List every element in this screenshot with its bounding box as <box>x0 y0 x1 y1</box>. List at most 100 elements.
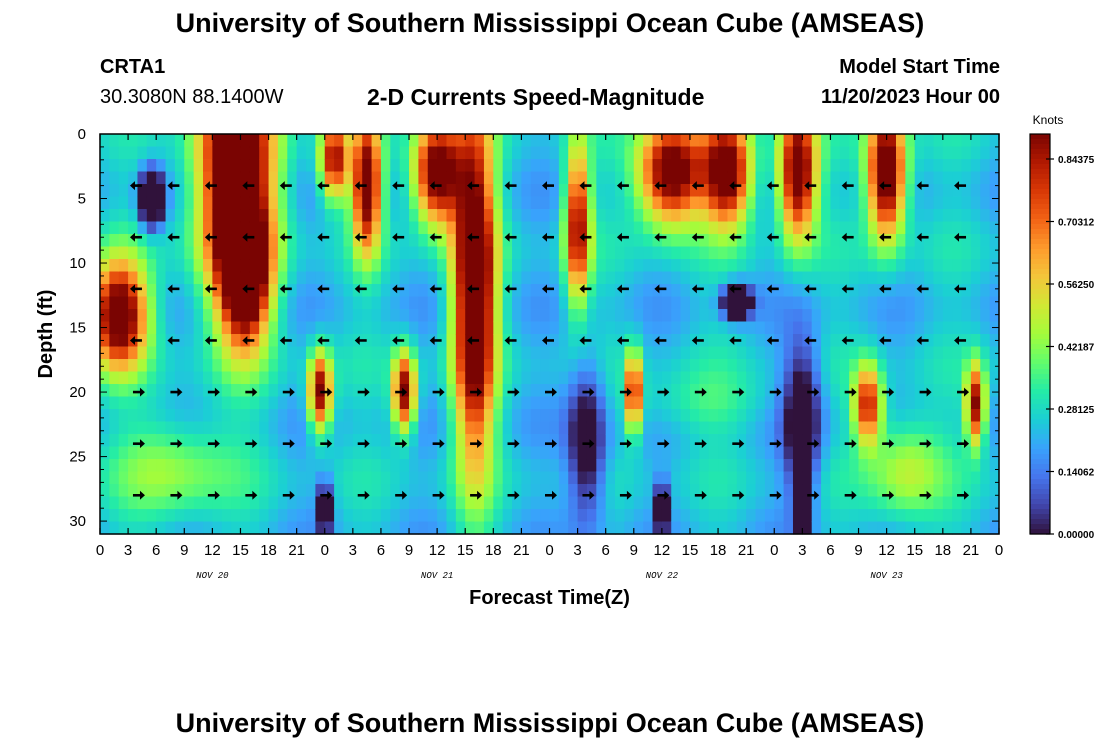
heatmap-cell <box>512 309 522 323</box>
heatmap-cell <box>418 421 429 435</box>
heatmap-cell <box>942 209 953 223</box>
heatmap-cell <box>118 471 129 485</box>
colorbar-tick-label: 0.00000 <box>1058 530 1095 541</box>
heatmap-cell <box>352 246 363 260</box>
heatmap-cell <box>774 309 785 323</box>
heatmap-cell <box>736 396 747 410</box>
heatmap-cell <box>437 359 448 373</box>
heatmap-cell <box>755 146 766 160</box>
colorbar-segment <box>1030 339 1050 345</box>
heatmap-cell <box>689 234 700 248</box>
heatmap-cell <box>399 221 410 235</box>
heatmap-cell <box>512 259 522 273</box>
heatmap-cell <box>605 421 616 435</box>
heatmap-cell <box>577 171 588 185</box>
heatmap-cell <box>502 246 513 260</box>
heatmap-cell <box>643 334 654 348</box>
heatmap-cell <box>221 159 232 173</box>
heatmap-cell <box>203 246 213 260</box>
heatmap-cell <box>858 459 869 473</box>
heatmap-cell <box>858 334 869 348</box>
colorbar-segment <box>1030 444 1050 450</box>
heatmap-cell <box>933 446 944 460</box>
heatmap-cell <box>165 496 176 510</box>
heatmap-cell <box>493 384 504 398</box>
heatmap-cell <box>455 334 466 348</box>
heatmap-cell <box>465 509 476 523</box>
heatmap-cell <box>212 146 223 160</box>
heatmap-cell <box>100 396 110 410</box>
heatmap-cell <box>671 359 682 373</box>
heatmap-cell <box>221 371 232 385</box>
heatmap-cell <box>989 509 1000 523</box>
heatmap-cell <box>924 184 935 198</box>
heatmap-cell <box>100 334 110 348</box>
heatmap-cell <box>118 384 129 398</box>
heatmap-cell <box>203 434 213 448</box>
heatmap-cell <box>895 459 906 473</box>
heatmap-cell <box>549 221 560 235</box>
heatmap-cell <box>877 146 888 160</box>
colorbar-segment <box>1030 134 1050 140</box>
heatmap-cell <box>736 159 747 173</box>
heatmap-cell <box>924 284 935 298</box>
heatmap-cell <box>380 434 391 448</box>
heatmap-cell <box>886 509 897 523</box>
heatmap-cell <box>839 196 850 210</box>
heatmap-cell <box>455 221 466 235</box>
heatmap-cell <box>661 396 672 410</box>
heatmap-cell <box>914 196 925 210</box>
heatmap-cell <box>605 209 616 223</box>
heatmap-cell <box>306 334 316 348</box>
heatmap-cell <box>362 184 373 198</box>
heatmap-cell <box>165 421 176 435</box>
colorbar-segment <box>1030 504 1050 510</box>
colorbar-segment <box>1030 459 1050 465</box>
heatmap-cell <box>277 434 288 448</box>
heatmap-cell <box>708 371 719 385</box>
heatmap-cell <box>137 496 148 510</box>
heatmap-cell <box>352 209 363 223</box>
heatmap-cell <box>568 471 579 485</box>
heatmap-cell <box>755 334 766 348</box>
current-arrow <box>807 387 820 397</box>
heatmap-cell <box>792 184 803 198</box>
heatmap-cell <box>783 234 794 248</box>
heatmap-cell <box>371 184 382 198</box>
heatmap-cell <box>437 271 448 285</box>
heatmap-cell <box>146 496 157 510</box>
heatmap-cell <box>624 159 635 173</box>
heatmap-cell <box>268 134 279 148</box>
heatmap-cell <box>156 346 167 360</box>
heatmap-cell <box>324 196 335 210</box>
heatmap-cell <box>605 409 616 423</box>
heatmap-cell <box>764 421 775 435</box>
heatmap-cell <box>783 484 794 498</box>
heatmap-cell <box>418 184 429 198</box>
heatmap-cell <box>727 159 738 173</box>
heatmap-cell <box>409 434 419 448</box>
heatmap-cell <box>259 246 270 260</box>
heatmap-cell <box>380 346 391 360</box>
heatmap-cell <box>455 421 466 435</box>
heatmap-cell <box>877 134 888 148</box>
heatmap-cell <box>671 246 682 260</box>
heatmap-cell <box>540 409 551 423</box>
heatmap-cell <box>100 134 110 148</box>
heatmap-cell <box>240 296 251 310</box>
heatmap-cell <box>474 171 485 185</box>
heatmap-cell <box>137 521 148 535</box>
heatmap-cell <box>465 346 476 360</box>
heatmap-cell <box>287 334 298 348</box>
heatmap-cell <box>174 284 185 298</box>
heatmap-cell <box>830 371 841 385</box>
heatmap-cell <box>455 296 466 310</box>
heatmap-cell <box>867 321 878 335</box>
heatmap-cell <box>914 521 925 535</box>
heatmap-cell <box>390 434 401 448</box>
heatmap-cell <box>652 409 663 423</box>
current-arrow <box>729 232 742 242</box>
heatmap-cell <box>212 234 223 248</box>
current-arrow <box>579 232 592 242</box>
heatmap-cell <box>174 221 185 235</box>
